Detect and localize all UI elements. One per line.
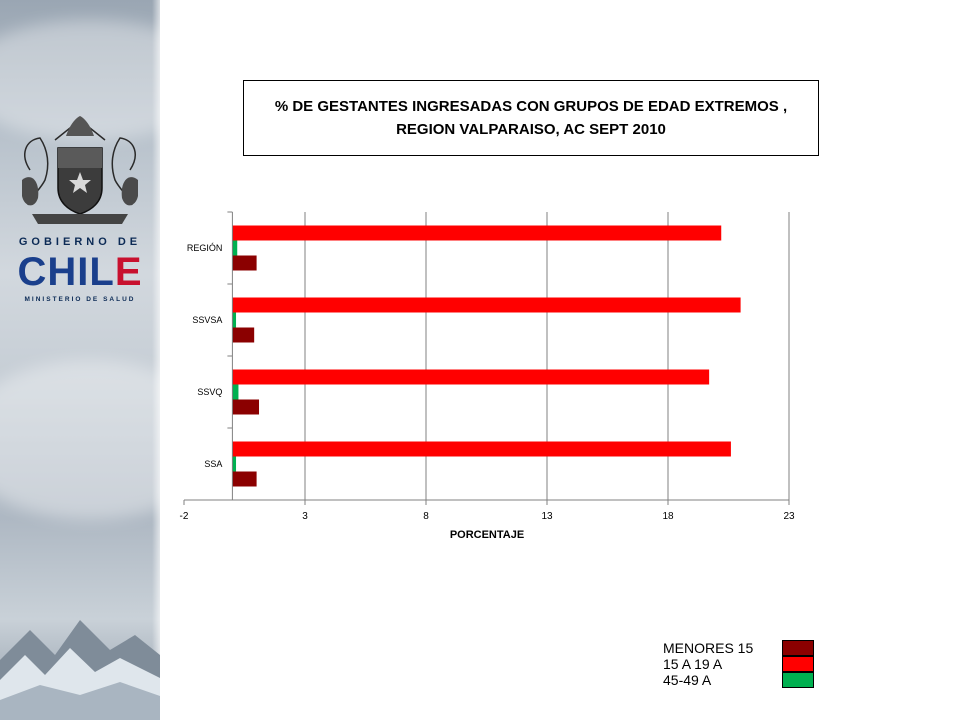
bar-45-49-a xyxy=(232,240,238,256)
bar-15-a-19-a xyxy=(232,297,741,313)
legend-label: 45-49 A xyxy=(663,672,712,688)
chart-title-box: % DE GESTANTES INGRESADAS CON GRUPOS DE … xyxy=(243,80,819,156)
x-tick-label: 18 xyxy=(662,511,674,522)
coat-of-arms-icon xyxy=(22,116,138,224)
bar-45-49-a xyxy=(232,456,237,472)
mountains-image xyxy=(0,620,160,720)
y-category-label: SSVSA xyxy=(192,315,222,325)
bar-menores-15 xyxy=(232,471,257,487)
bar-menores-15 xyxy=(232,327,255,343)
legend-item: MENORES 15 xyxy=(663,640,823,656)
chart-title: % DE GESTANTES INGRESADAS CON GRUPOS DE … xyxy=(274,98,788,138)
legend-swatch xyxy=(782,640,814,656)
logo-chile-main: CHIL xyxy=(17,250,115,294)
x-tick-label: 23 xyxy=(783,511,795,522)
legend-label: MENORES 15 xyxy=(663,640,754,656)
bar-15-a-19-a xyxy=(232,225,722,241)
bar-chart: -2 3 8 13 18 23 REGIÓN SSVSA SSVQ SSA PORCENTAJE xyxy=(180,211,795,541)
legend-swatch xyxy=(782,656,814,672)
logo-chile: CHILE xyxy=(16,250,144,294)
sidebar-edge xyxy=(152,0,160,720)
grid-lines xyxy=(304,212,790,500)
x-axis-label: PORCENTAJE xyxy=(450,529,524,541)
logo-ministerio: MINISTERIO DE SALUD xyxy=(24,296,136,303)
legend-label: 15 A 19 A xyxy=(663,656,723,672)
bar-15-a-19-a xyxy=(232,441,731,457)
x-tick-label: 13 xyxy=(541,511,553,522)
bar-15-a-19-a xyxy=(232,369,710,385)
y-category-label: SSVQ xyxy=(197,387,222,397)
bar-45-49-a xyxy=(232,384,239,400)
x-tick-label: -2 xyxy=(180,511,189,522)
y-category-label: SSA xyxy=(204,459,222,469)
y-category-label: REGIÓN xyxy=(187,243,223,253)
bar-45-49-a xyxy=(232,312,237,328)
sky-mist xyxy=(0,360,160,520)
bar-menores-15 xyxy=(232,255,257,271)
bar-menores-15 xyxy=(232,399,260,415)
x-tick-label: 3 xyxy=(302,511,308,522)
logo-chile-last-letter: E xyxy=(114,250,143,294)
logo-gobierno-de: GOBIERNO DE xyxy=(18,236,142,248)
bars-group xyxy=(232,225,741,487)
legend-item: 45-49 A xyxy=(663,672,823,688)
axes: -2 3 8 13 18 23 REGIÓN SSVSA SSVQ SSA xyxy=(180,211,795,522)
legend-swatch xyxy=(782,672,814,688)
sidebar-panel: GOBIERNO DE CHILE MINISTERIO DE SALUD xyxy=(0,0,160,720)
legend-item: 15 A 19 A xyxy=(663,656,823,672)
x-tick-label: 8 xyxy=(423,511,429,522)
